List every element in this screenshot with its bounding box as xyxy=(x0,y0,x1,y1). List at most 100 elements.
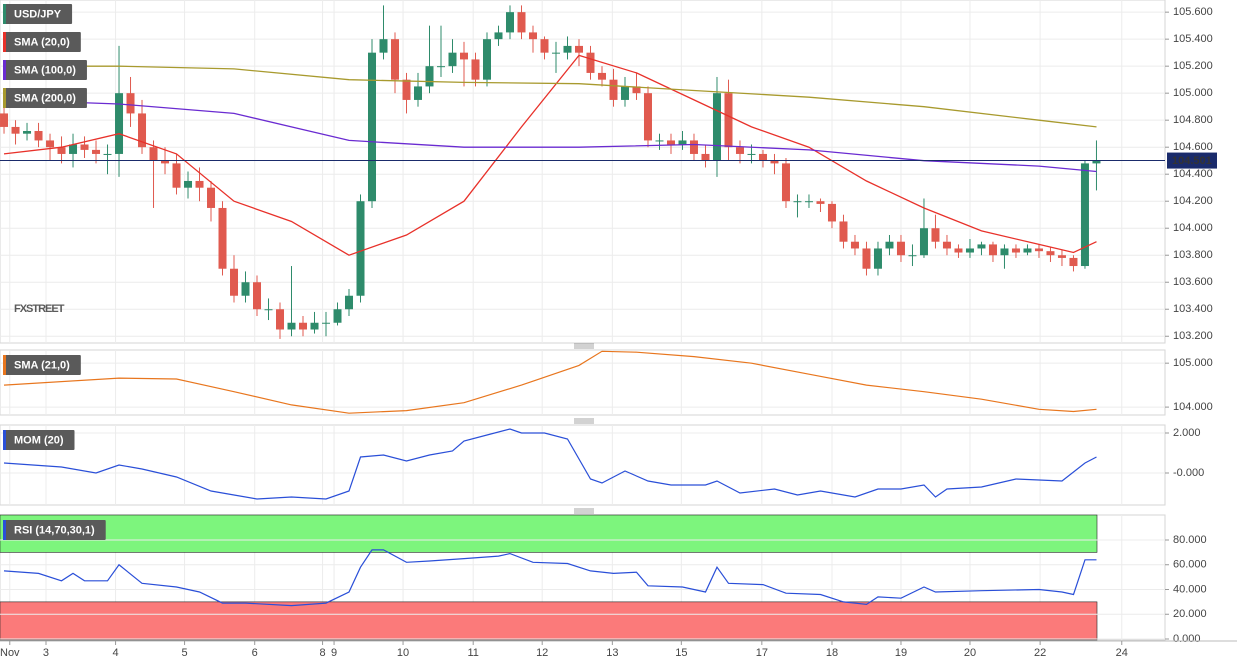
candle-body xyxy=(908,255,917,257)
candle-body xyxy=(149,147,158,161)
y-tick-label: 105.000 xyxy=(1173,87,1213,99)
candle-body xyxy=(873,248,882,269)
candle-body xyxy=(80,144,89,150)
candle-body xyxy=(459,52,468,60)
candle-body xyxy=(724,93,733,148)
candle-body xyxy=(0,113,9,127)
legend-label: SMA (100,0) xyxy=(14,64,76,76)
candle-body xyxy=(977,244,986,249)
candle-body xyxy=(310,322,319,330)
legend-box xyxy=(3,520,106,540)
candle-body xyxy=(34,130,43,141)
candle-body xyxy=(597,72,606,80)
candle-body xyxy=(1080,163,1089,267)
legend-swatch xyxy=(3,355,6,375)
candle-body xyxy=(655,140,664,142)
legend-swatch xyxy=(3,520,6,540)
legend-box xyxy=(3,355,81,375)
candle-body xyxy=(264,309,273,311)
candle-body xyxy=(965,248,974,253)
candle-body xyxy=(356,201,365,296)
candle-body xyxy=(942,241,951,249)
candle-body xyxy=(57,147,66,154)
overbought-band xyxy=(0,514,1098,553)
panel-border xyxy=(0,349,1166,416)
candle-body xyxy=(712,93,721,161)
candle-body xyxy=(138,113,147,148)
candle-body xyxy=(69,144,78,154)
legend-swatch xyxy=(3,4,6,24)
candle-body xyxy=(540,39,549,53)
y-tick-label: 104.200 xyxy=(1173,195,1213,207)
candle-body xyxy=(241,282,250,296)
last-price-box xyxy=(1167,152,1217,169)
indicator-line xyxy=(3,350,1097,414)
candle-body xyxy=(494,32,503,40)
candle-body xyxy=(184,180,193,188)
legend-entry: USD/JPY xyxy=(3,4,73,24)
panel-border xyxy=(0,424,1166,506)
x-tick-label: 3 xyxy=(43,647,49,659)
y-tick-label: 105.000 xyxy=(1173,357,1213,369)
x-tick-label: 5 xyxy=(182,647,188,659)
y-tick-label: 0.000 xyxy=(1173,633,1201,645)
y-tick-label: 20.000 xyxy=(1173,608,1207,620)
legend-label: USD/JPY xyxy=(14,8,62,20)
y-tick-label: 104.000 xyxy=(1173,222,1213,234)
legend-box xyxy=(3,32,81,52)
x-tick-label: 20 xyxy=(964,647,976,659)
candle-body xyxy=(425,66,434,87)
y-tick-label: 103.400 xyxy=(1173,303,1213,315)
candle-body xyxy=(517,12,526,33)
x-tick-label: 17 xyxy=(756,647,768,659)
candle-body xyxy=(11,126,20,134)
legend-entry: SMA (100,0) xyxy=(3,60,87,80)
candle-body xyxy=(1069,257,1078,267)
x-tick-label: Nov xyxy=(0,647,20,659)
candle-body xyxy=(287,322,296,330)
candle-body xyxy=(827,203,836,222)
candle-body xyxy=(1057,255,1066,258)
candle-body xyxy=(620,86,629,100)
overlay-line xyxy=(3,54,1097,256)
x-tick-label: 13 xyxy=(606,647,618,659)
x-tick-label: 9 xyxy=(331,647,337,659)
candle-body xyxy=(586,52,595,73)
legend-box xyxy=(3,4,73,24)
y-tick-label: 105.600 xyxy=(1173,6,1213,18)
legend-box xyxy=(3,430,75,450)
legend-swatch xyxy=(3,60,6,80)
candle-body xyxy=(643,93,652,141)
candle-body xyxy=(919,228,928,256)
x-tick-label: 18 xyxy=(826,647,838,659)
x-tick-label: 12 xyxy=(536,647,548,659)
legend-entry: SMA (20,0) xyxy=(3,32,81,52)
candle-body xyxy=(414,86,423,100)
candle-body xyxy=(781,163,790,202)
candle-body xyxy=(793,201,802,203)
legend-label: MOM (20) xyxy=(14,434,64,446)
overlay-line xyxy=(3,99,1097,173)
y-tick-label: 2.000 xyxy=(1173,427,1201,439)
overlay-line xyxy=(4,65,1097,128)
y-tick-label: 40.000 xyxy=(1173,583,1207,595)
legend-label: SMA (21,0) xyxy=(14,359,70,371)
candle-body xyxy=(747,153,756,155)
y-tick-label: 103.600 xyxy=(1173,276,1213,288)
x-tick-label: 22 xyxy=(1034,647,1046,659)
legend-label: RSI (14,70,30,1) xyxy=(14,524,95,536)
candle-body xyxy=(804,201,813,203)
indicator-line xyxy=(3,549,1097,607)
candle-body xyxy=(379,39,388,53)
candle-body xyxy=(161,160,170,164)
x-tick-label: 10 xyxy=(397,647,409,659)
candle-body xyxy=(609,79,618,100)
x-tick-label: 24 xyxy=(1116,647,1128,659)
y-tick-label: 105.400 xyxy=(1173,33,1213,45)
candle-body xyxy=(1000,248,1009,256)
y-tick-label: 104.800 xyxy=(1173,114,1213,126)
candle-body xyxy=(678,140,687,145)
y-tick-label: 60.000 xyxy=(1173,559,1207,571)
candle-body xyxy=(126,93,135,114)
y-tick-label: 104.400 xyxy=(1173,168,1213,180)
